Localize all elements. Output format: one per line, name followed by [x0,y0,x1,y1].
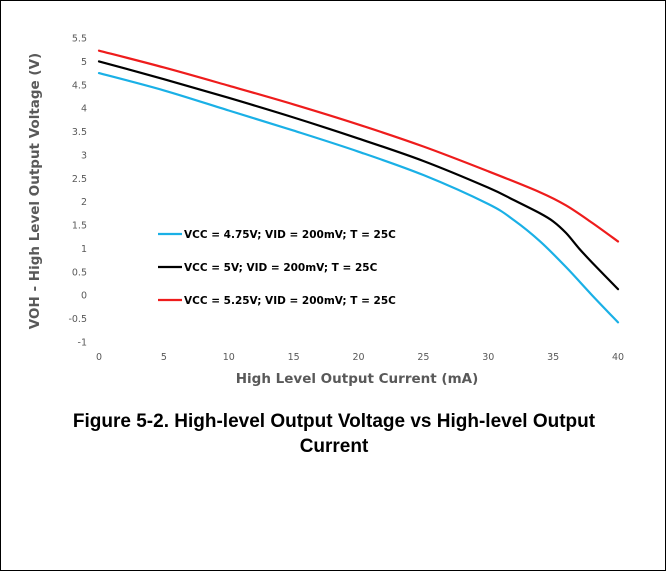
y-tick-labels: -1 -0.5 0 0.5 1 1.5 2 2.5 3 3.5 4 4.5 5 5.5 [68,34,87,349]
line-chart: -1 -0.5 0 0.5 1 1.5 2 2.5 3 3.5 4 4.5 5 5.5 0 5 10 15 20 2… [27,34,624,388]
y-tick-label: 2 [81,197,87,208]
legend-item-3: VCC = 5.25V; VID = 200mV; T = 25C [158,295,396,307]
y-tick-label: 1 [81,244,87,255]
legend-label: VCC = 5V; VID = 200mV; T = 25C [184,262,378,274]
legend-label: VCC = 5.25V; VID = 200mV; T = 25C [184,295,396,307]
y-tick-label: 2.5 [72,174,87,185]
series-lines [97,49,620,324]
y-tick-label: -1 [78,338,87,349]
y-tick-label: 1.5 [72,221,87,232]
y-tick-label: 3 [81,150,87,161]
series-line-1 [97,71,620,324]
series-line-2 [97,60,620,291]
x-tick-label: 15 [288,352,300,363]
legend-item-2: VCC = 5V; VID = 200mV; T = 25C [158,262,378,274]
x-tick-label: 30 [482,352,494,363]
y-tick-label: 5.5 [72,34,87,45]
y-tick-label: 4.5 [72,80,87,91]
figure-caption-line-1: Figure 5-2. High-level Output Voltage vs… [72,411,596,432]
x-tick-label: 20 [352,352,364,363]
y-tick-label: -0.5 [68,314,87,325]
x-axis-title: High Level Output Current (mA) [236,371,479,387]
x-tick-label: 35 [547,352,559,363]
x-tick-label: 5 [161,352,167,363]
x-tick-label: 10 [223,352,235,363]
legend-item-1: VCC = 4.75V; VID = 200mV; T = 25C [158,229,396,241]
y-tick-label: 5 [81,57,87,68]
y-tick-label: 0 [81,291,87,302]
figure-caption: Figure 5-2. High-level Output Voltage vs… [21,409,647,459]
x-tick-labels: 0 5 10 15 20 25 30 35 40 [96,352,624,363]
legend-label: VCC = 4.75V; VID = 200mV; T = 25C [184,229,396,241]
y-tick-label: 3.5 [72,127,87,138]
series-line-3 [97,49,620,243]
y-tick-label: 0.5 [72,267,87,278]
x-tick-label: 0 [96,352,102,363]
x-tick-label: 25 [417,352,429,363]
y-tick-label: 4 [81,104,87,115]
figure-caption-line-2: Current [299,436,369,457]
legend: VCC = 4.75V; VID = 200mV; T = 25C VCC = 5… [158,229,396,307]
x-tick-label: 40 [612,352,624,363]
y-axis-title: VOH - High Level Output Voltage (V) [27,53,43,329]
